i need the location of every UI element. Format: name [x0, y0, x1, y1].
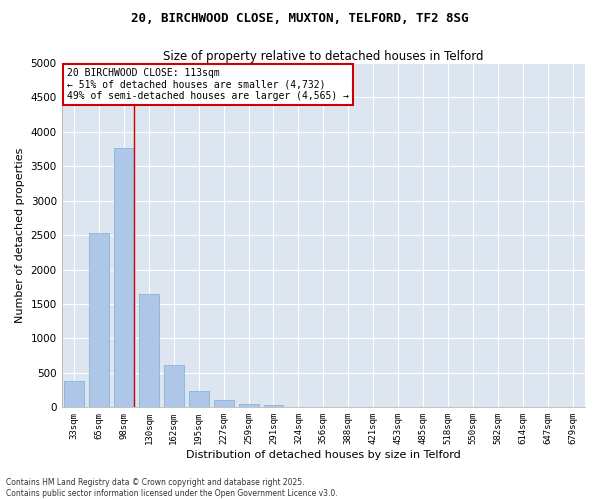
Bar: [64, 381, 84, 407]
Bar: [239, 404, 259, 407]
Text: 20 BIRCHWOOD CLOSE: 113sqm
← 51% of detached houses are smaller (4,732)
49% of s: 20 BIRCHWOOD CLOSE: 113sqm ← 51% of deta…: [67, 68, 349, 102]
Bar: [189, 391, 209, 407]
Bar: [139, 294, 159, 408]
Text: Contains HM Land Registry data © Crown copyright and database right 2025.
Contai: Contains HM Land Registry data © Crown c…: [6, 478, 338, 498]
Bar: [164, 366, 184, 408]
Bar: [114, 148, 134, 408]
Text: 20, BIRCHWOOD CLOSE, MUXTON, TELFORD, TF2 8SG: 20, BIRCHWOOD CLOSE, MUXTON, TELFORD, TF…: [131, 12, 469, 26]
Bar: [89, 233, 109, 408]
Y-axis label: Number of detached properties: Number of detached properties: [15, 148, 25, 323]
X-axis label: Distribution of detached houses by size in Telford: Distribution of detached houses by size …: [186, 450, 461, 460]
Bar: [214, 400, 233, 407]
Bar: [263, 406, 283, 407]
Title: Size of property relative to detached houses in Telford: Size of property relative to detached ho…: [163, 50, 484, 63]
